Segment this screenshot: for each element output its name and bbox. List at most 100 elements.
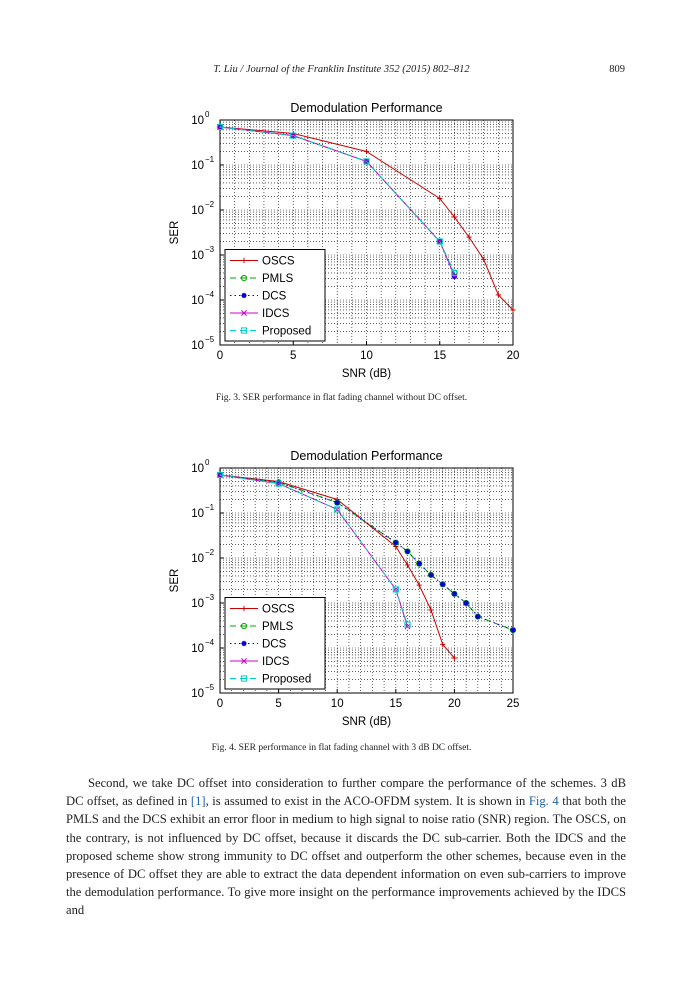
plus-marker — [466, 234, 472, 240]
x-tick-label: 20 — [448, 698, 461, 710]
legend-label: DCS — [262, 639, 287, 651]
chart-title: Demodulation Performance — [290, 449, 442, 463]
square-marker — [240, 327, 248, 334]
plus-marker — [495, 292, 501, 298]
x-tick-label: 20 — [507, 350, 520, 362]
body-text-run: Second, we take DC offset into considera… — [66, 776, 626, 809]
figure-4: Demodulation Performance 0 5 10 15 20 25 10 0 10−… — [160, 440, 530, 730]
star-marker — [241, 292, 247, 299]
legend-label: Proposed — [262, 674, 311, 686]
star-marker — [241, 640, 247, 647]
square-marker — [451, 269, 458, 277]
y-tick-exponent: −2 — [205, 548, 215, 557]
x-tick-label: 0 — [217, 698, 223, 710]
legend-label: PMLS — [262, 273, 294, 285]
citation-link[interactable]: [1] — [190, 794, 206, 809]
y-tick-exponent: 0 — [205, 110, 210, 119]
y-tick-label: 10 — [191, 205, 204, 217]
y-tick-exponent: −4 — [205, 290, 215, 299]
x-marker — [217, 124, 223, 130]
y-tick-label: 10 — [191, 598, 204, 610]
figure-3: Demodulation Performance 0 5 10 15 20 10 0 10 −1 1… — [160, 92, 530, 382]
legend-item: IDCS — [230, 308, 290, 320]
y-tick-label: 10 — [191, 340, 204, 352]
body-paragraph: Second, we take DC offset into considera… — [66, 774, 626, 920]
y-tick-label: 10 — [191, 643, 204, 655]
y-tick-exponent: −3 — [205, 593, 215, 602]
x-tick-label: 15 — [433, 350, 446, 362]
plot-frame — [219, 467, 514, 694]
running-head: T. Liu / Journal of the Franklin Institu… — [0, 64, 683, 80]
running-title: T. Liu / Journal of the Franklin Institu… — [213, 64, 470, 75]
legend-label: IDCS — [262, 656, 290, 668]
y-tick-exponent: −1 — [205, 503, 215, 512]
x-tick-label: 5 — [275, 698, 281, 710]
legend-item: Proposed — [230, 674, 311, 686]
legend-label: OSCS — [262, 604, 295, 616]
y-tick-label: 10 — [191, 295, 204, 307]
legend-item: DCS — [230, 291, 287, 303]
star-marker — [393, 539, 399, 546]
plus-marker — [416, 582, 422, 588]
x-marker — [217, 472, 223, 478]
star-marker — [428, 572, 434, 578]
star-marker — [334, 500, 340, 506]
x-tick-label: 25 — [507, 698, 520, 710]
circle-marker — [240, 274, 248, 282]
body-text: Second, we take DC offset into considera… — [66, 774, 626, 920]
x-marker — [275, 480, 282, 487]
star-marker — [451, 274, 457, 280]
y-tick-exponent: 0 — [205, 458, 210, 467]
y-tick-exponent: −5 — [205, 683, 215, 692]
legend-item: PMLS — [230, 621, 294, 633]
star-marker — [451, 591, 457, 597]
square-marker — [404, 621, 411, 628]
star-marker — [440, 581, 446, 587]
body-text-run: , is assumed to exist in the ACO-OFDM sy… — [205, 794, 529, 809]
square-marker — [216, 471, 224, 479]
legend-item: PMLS — [230, 273, 294, 285]
y-tick-label: 10 — [191, 553, 204, 565]
plus-marker — [440, 641, 446, 648]
y-tick-exponent: −2 — [205, 200, 215, 209]
legend: OSCS PMLS DCS IDCS Proposed — [224, 597, 326, 690]
x-axis-label: SNR (dB) — [342, 368, 391, 380]
plus-marker — [241, 257, 247, 264]
series-proposed — [216, 471, 411, 628]
circle-marker — [240, 622, 248, 630]
legend: OSCS PMLS DCS IDCS Proposed — [224, 249, 326, 342]
legend-item: DCS — [230, 639, 287, 651]
y-tick-exponent: −1 — [205, 155, 215, 164]
square-marker — [216, 123, 224, 131]
legend-label: PMLS — [262, 621, 294, 633]
plus-marker — [481, 256, 487, 262]
y-tick-label: 10 — [191, 250, 204, 262]
legend-label: DCS — [262, 291, 287, 303]
x-marker — [436, 238, 443, 245]
page-number: 809 — [609, 64, 625, 75]
figure-4-caption: Fig. 4. SER performance in flat fading c… — [211, 743, 472, 753]
y-axis-label: SER — [169, 569, 181, 593]
plus-marker — [451, 214, 457, 220]
figure-3-caption: Fig. 3. SER performance in flat fading c… — [215, 393, 468, 403]
star-marker — [404, 548, 411, 555]
x-tick-label: 0 — [217, 350, 223, 362]
x-marker — [241, 658, 247, 664]
x-axis-label: SNR (dB) — [342, 716, 391, 728]
square-marker — [436, 238, 443, 245]
figure-4-link[interactable]: Fig. 4 — [528, 794, 559, 809]
x-marker — [404, 623, 411, 630]
plus-marker — [404, 562, 411, 568]
square-marker — [392, 586, 399, 593]
body-text-run: that both the PMLS and the DCS exhibit a… — [66, 794, 626, 918]
square-marker — [240, 675, 248, 682]
legend-label: IDCS — [262, 308, 290, 320]
y-tick-label: 10 — [191, 508, 204, 520]
star-marker — [475, 613, 481, 620]
star-marker — [276, 479, 282, 485]
legend-item: OSCS — [230, 604, 295, 616]
plus-marker — [437, 195, 443, 202]
plus-marker — [510, 307, 516, 313]
